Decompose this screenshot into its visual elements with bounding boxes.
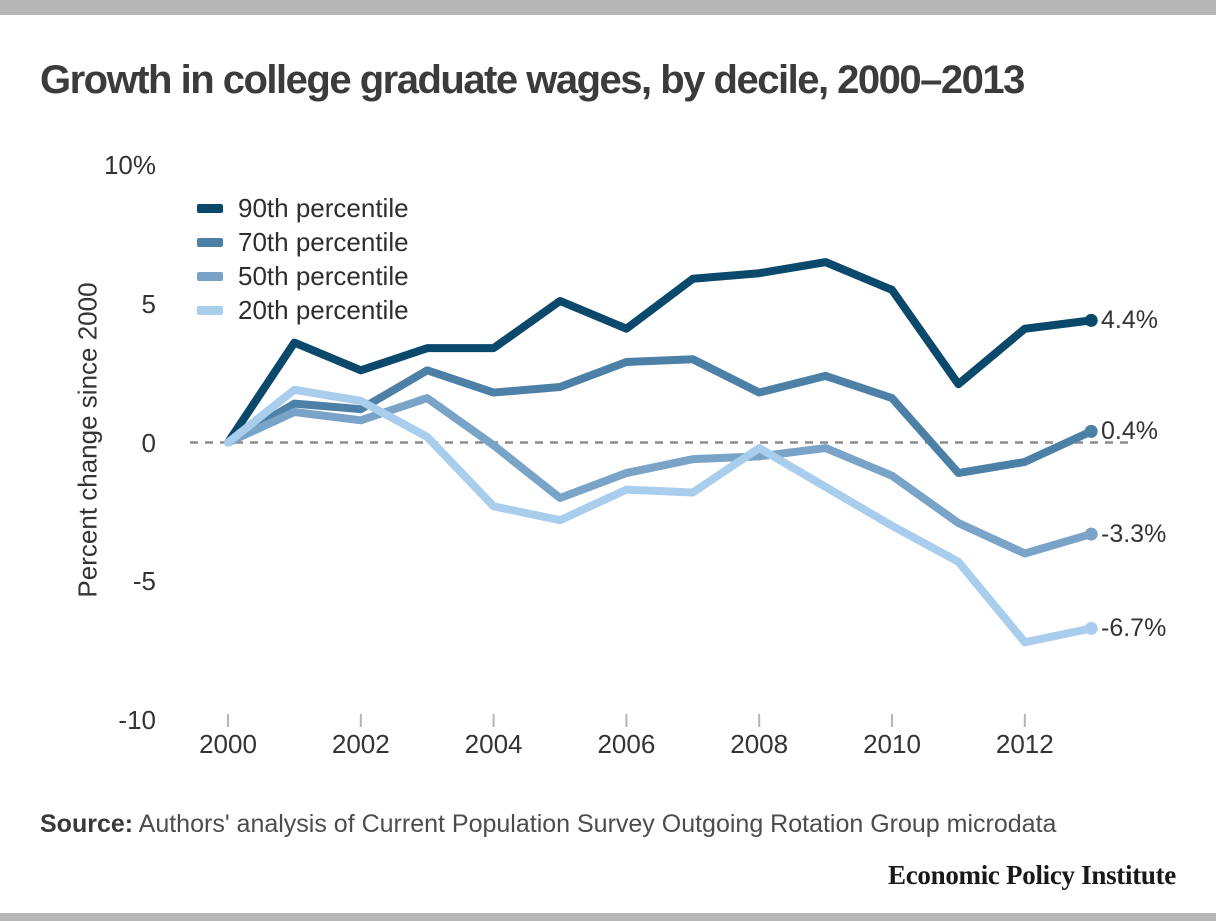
legend-label: 90th percentile (238, 192, 409, 223)
legend-swatch (197, 305, 223, 315)
source-note: Source: Authors' analysis of Current Pop… (40, 810, 1056, 839)
series-end-label-90th-percentile: 4.4% (1101, 306, 1158, 335)
series-line-90th-percentile (224, 258, 1096, 447)
series-end-dot-20th-percentile (1084, 621, 1098, 635)
y-tick-label: 0 (141, 427, 156, 458)
x-tick-label: 2012 (995, 729, 1054, 759)
legend-item-70th-percentile: 70th percentile (197, 225, 409, 259)
legend-item-20th-percentile: 20th percentile (197, 293, 409, 327)
legend-swatch (197, 271, 223, 281)
legend-item-50th-percentile: 50th percentile (197, 259, 409, 293)
y-tick-label: 10% (103, 150, 156, 180)
legend-item-90th-percentile: 90th percentile (197, 191, 409, 225)
series-line-20th-percentile (224, 385, 1096, 647)
top-border-bar (0, 0, 1216, 15)
source-label: Source: (40, 810, 134, 838)
epi-wordmark: Economic Policy Institute (888, 860, 1176, 890)
legend-swatch (197, 203, 223, 213)
x-tick-label: 2008 (730, 729, 789, 759)
x-tick-label: 2010 (863, 729, 921, 759)
legend-label: 20th percentile (238, 294, 409, 325)
legend-label: 70th percentile (238, 226, 409, 257)
x-tick-label: 2002 (331, 729, 390, 759)
x-tick-label: 2006 (597, 729, 656, 759)
series-end-label-20th-percentile: -6.7% (1101, 614, 1167, 643)
series-end-label-70th-percentile: 0.4% (1101, 417, 1158, 446)
x-tick-label: 2000 (199, 729, 257, 759)
y-tick-label: -5 (132, 566, 156, 597)
series-end-dot-70th-percentile (1084, 424, 1098, 438)
bottom-border-bar (0, 913, 1216, 921)
series-end-dot-90th-percentile (1084, 313, 1098, 327)
x-tick-label: 2004 (464, 729, 523, 759)
legend-swatch (197, 237, 223, 247)
series-line-50th-percentile (224, 394, 1096, 558)
y-tick-label: -10 (118, 705, 156, 735)
series-end-dot-50th-percentile (1084, 527, 1098, 541)
y-tick-label: 5 (141, 288, 156, 319)
legend-label: 50th percentile (238, 260, 409, 291)
chart-legend: 90th percentile 70th percentile 50th perce… (197, 191, 409, 327)
series-end-label-50th-percentile: -3.3% (1101, 520, 1167, 549)
source-text: Authors' analysis of Current Population … (133, 810, 1057, 838)
chart-title: Growth in college graduate wages, by dec… (40, 58, 1025, 102)
